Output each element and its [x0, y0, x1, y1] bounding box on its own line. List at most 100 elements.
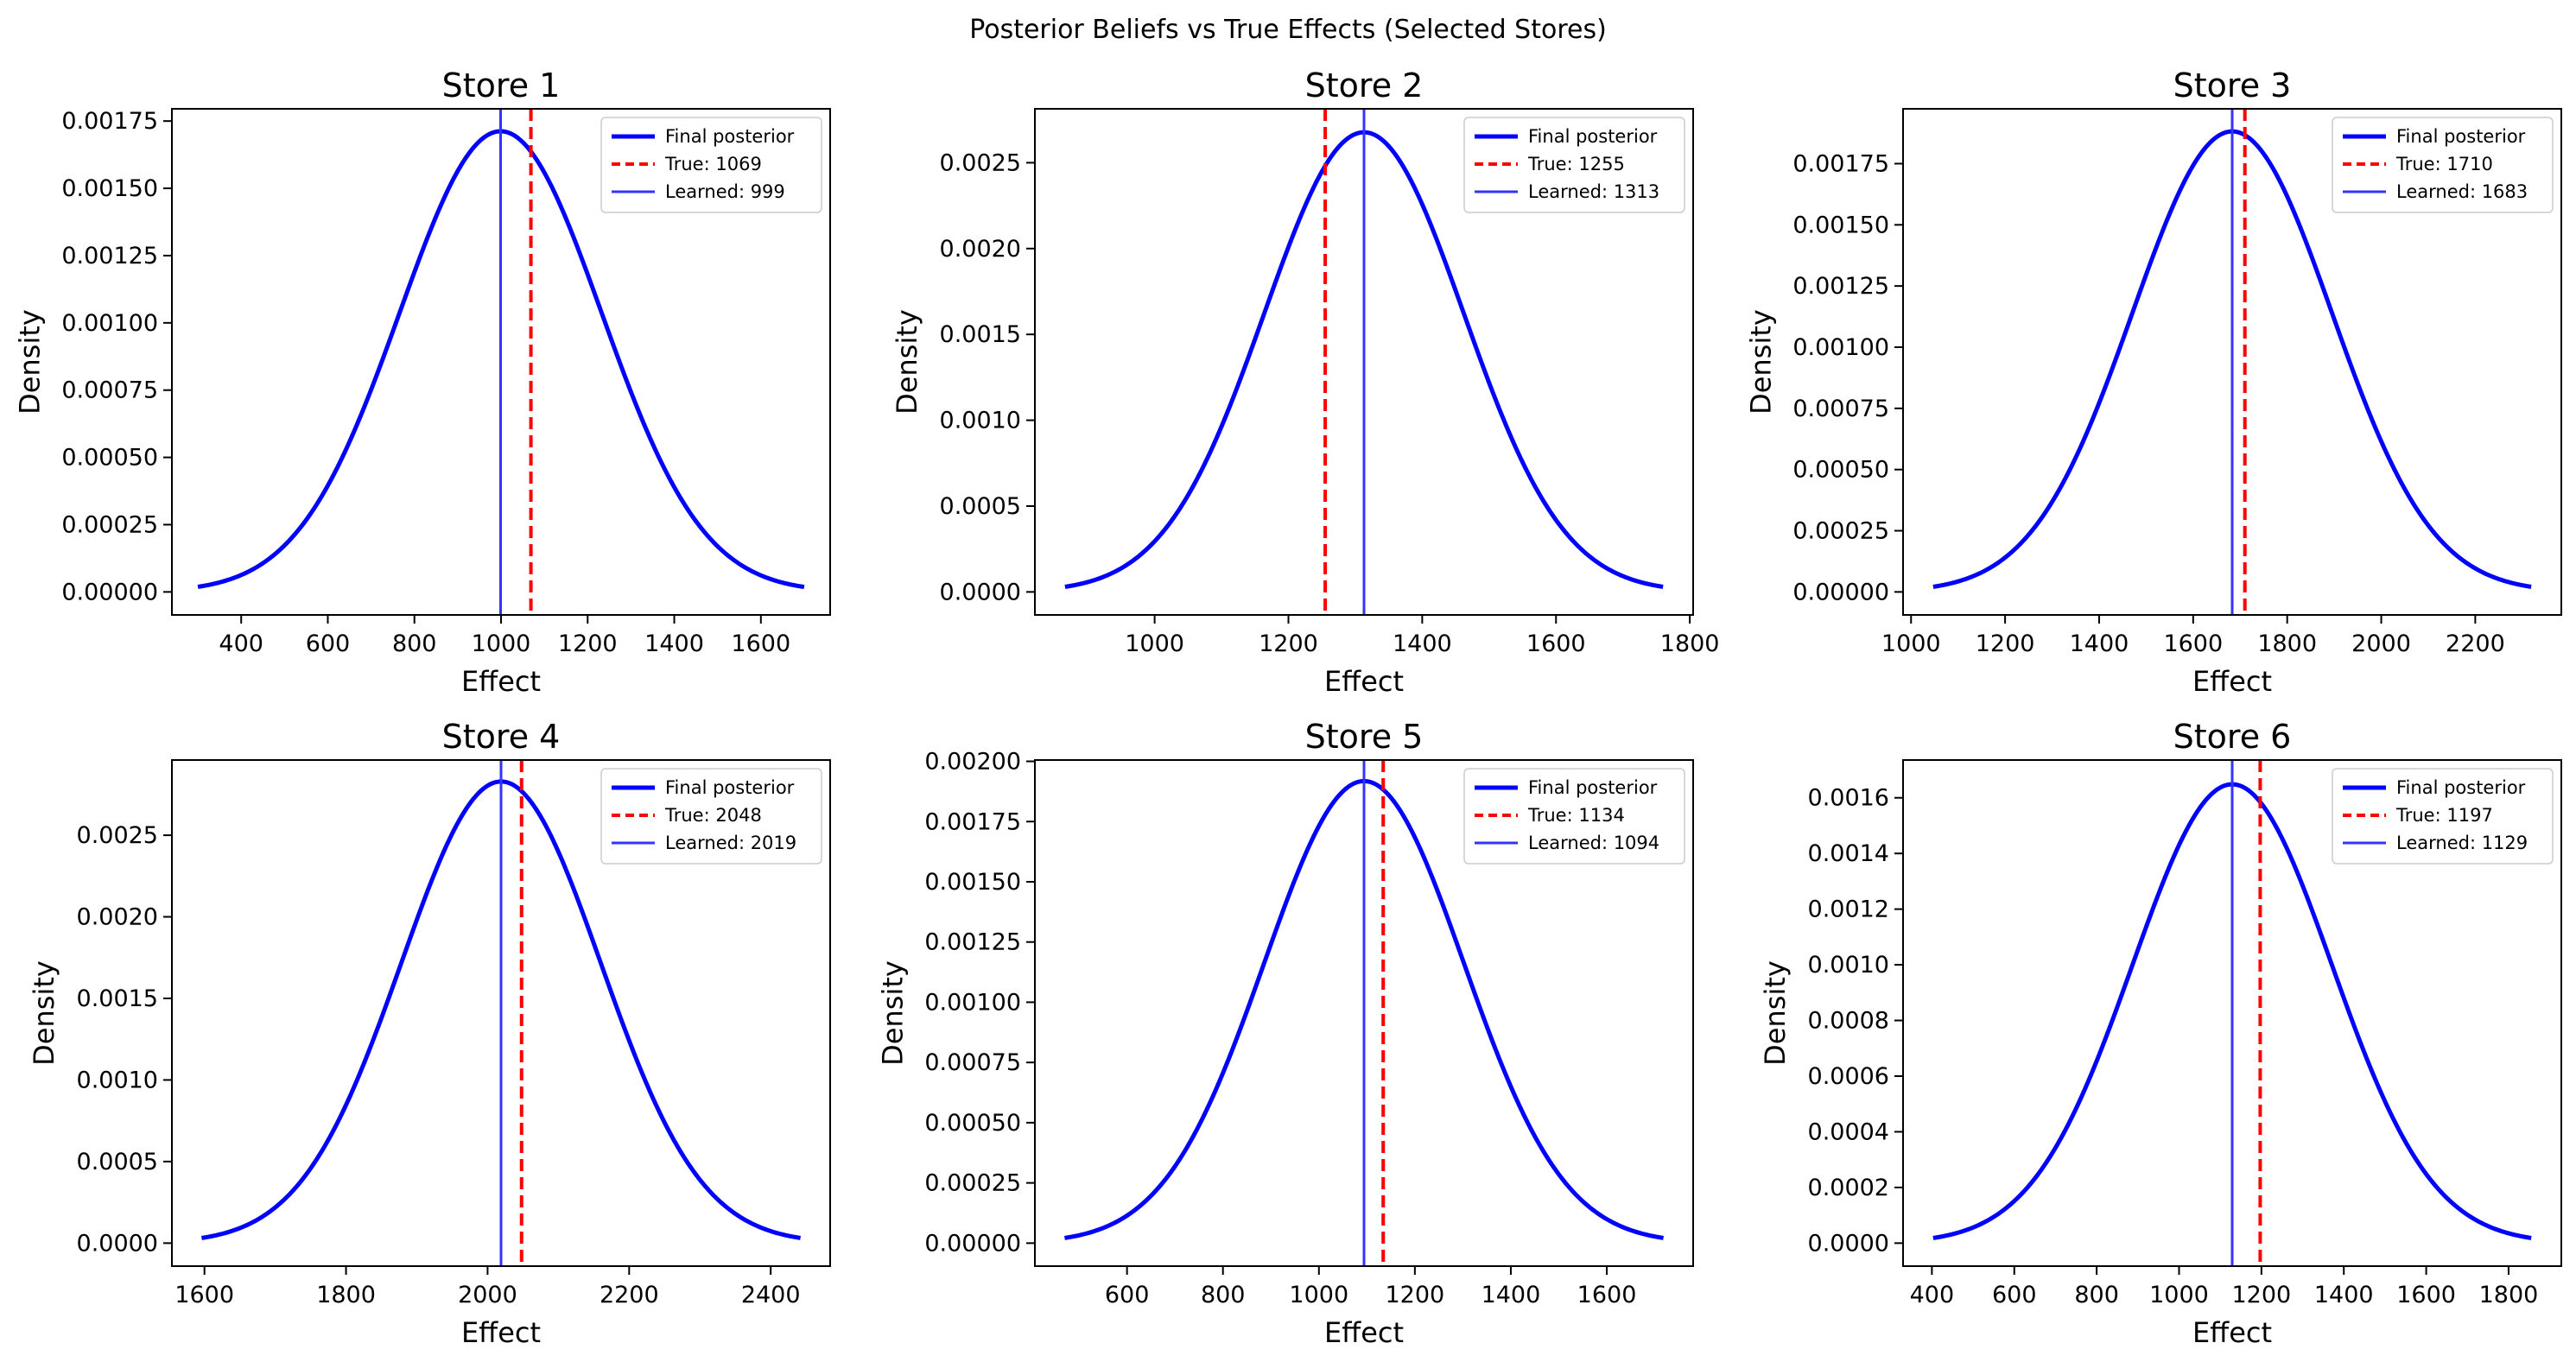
y-tick-label: 0.0020 — [940, 236, 1021, 263]
axes-frame — [1034, 108, 1694, 616]
legend-label: Final posterior — [2396, 777, 2526, 798]
y-tick-label: 0.0010 — [1808, 952, 1889, 979]
legend: Final posterior True: 1069 Learned: 999 — [600, 117, 822, 213]
plot-area — [197, 109, 805, 615]
x-tick-label: 800 — [1201, 1282, 1246, 1308]
subplot-title: Store 5 — [1305, 718, 1424, 756]
y-tick-label: 0.0014 — [1808, 840, 1889, 867]
y-tick-label: 0.00025 — [61, 511, 158, 538]
y-tick-label: 0.0020 — [77, 904, 158, 931]
x-tick-label: 1800 — [1660, 630, 1720, 657]
y-tick-label: 0.0000 — [940, 579, 1021, 605]
subplot-title: Store 4 — [442, 718, 561, 756]
y-tick-label: 0.0005 — [940, 493, 1021, 520]
legend: Final posterior True: 1134 Learned: 1094 — [1463, 768, 1685, 865]
y-axis-label: Density — [877, 960, 910, 1066]
subplot-title: Store 3 — [2173, 67, 2292, 105]
y-tick-label: 0.0016 — [1808, 785, 1889, 812]
legend: Final posterior True: 1710 Learned: 1683 — [2332, 117, 2554, 213]
legend-label: True: 1255 — [1527, 154, 1625, 174]
legend-label: Learned: 1683 — [2396, 181, 2528, 202]
x-tick-label: 1800 — [316, 1282, 376, 1308]
y-tick-label: 0.00150 — [61, 175, 158, 202]
y-tick-label: 0.00150 — [924, 869, 1021, 896]
legend-label: True: 1197 — [2395, 805, 2493, 826]
x-tick-label: 2000 — [2351, 630, 2411, 657]
x-tick-label: 1000 — [1289, 1282, 1348, 1308]
legend-box — [1463, 117, 1685, 213]
legend-label: Learned: 1313 — [1528, 181, 1659, 202]
y-tick-label: 0.00125 — [61, 243, 158, 269]
x-axis-label: Effect — [2192, 1316, 2272, 1349]
x-tick-label: 1200 — [1259, 630, 1318, 657]
x-tick-label: 2000 — [458, 1282, 517, 1308]
y-tick-label: 0.0006 — [1808, 1063, 1889, 1090]
x-tick-label: 1600 — [2396, 1282, 2456, 1308]
plot-area — [201, 760, 801, 1266]
x-axis-label: Effect — [461, 665, 541, 698]
y-tick-label: 0.00150 — [1792, 212, 1889, 238]
x-tick-label: 600 — [1105, 1282, 1150, 1308]
y-tick-label: 0.00075 — [924, 1049, 1021, 1076]
x-axis-label: Effect — [2192, 665, 2272, 698]
y-tick-label: 0.0015 — [940, 321, 1021, 348]
x-tick-label: 1200 — [1386, 1282, 1445, 1308]
figure-suptitle: Posterior Beliefs vs True Effects (Selec… — [969, 15, 1607, 45]
x-tick-label: 1400 — [1393, 630, 1452, 657]
y-tick-label: 0.0000 — [77, 1230, 158, 1257]
subplot-store-4: Store 4 1600 1800 2000 2200 2400 0.0000 0.0005 0… — [28, 718, 831, 1349]
legend-label: Learned: 1094 — [1528, 833, 1659, 853]
x-tick-label: 1400 — [2070, 630, 2129, 657]
legend-label: Final posterior — [665, 126, 795, 147]
legend-label: Learned: 2019 — [665, 833, 796, 853]
x-tick-label: 1200 — [1976, 630, 2035, 657]
y-axis-label: Density — [891, 309, 923, 415]
legend-label: Final posterior — [2396, 126, 2526, 147]
y-tick-label: 0.00000 — [61, 579, 158, 605]
x-tick-label: 800 — [2074, 1282, 2119, 1308]
legend: Final posterior True: 1197 Learned: 1129 — [2332, 768, 2554, 865]
x-tick-label: 1000 — [1125, 630, 1184, 657]
x-tick-label: 2200 — [600, 1282, 659, 1308]
y-tick-label: 0.00025 — [924, 1170, 1021, 1197]
y-tick-label: 0.00100 — [924, 989, 1021, 1016]
x-tick-label: 1000 — [2149, 1282, 2209, 1308]
x-tick-label: 1000 — [1881, 630, 1941, 657]
x-axis-label: Effect — [1324, 1316, 1404, 1349]
x-axis-label: Effect — [1324, 665, 1404, 698]
y-tick-label: 0.00050 — [61, 445, 158, 472]
legend-label: Final posterior — [665, 777, 795, 798]
y-tick-label: 0.0008 — [1808, 1008, 1889, 1035]
x-tick-label: 2400 — [741, 1282, 801, 1308]
legend-box — [2332, 117, 2554, 213]
subplot-store-6: Store 6 400 600 800 1000 1200 1400 1600 1800 0.00… — [1759, 718, 2562, 1349]
y-tick-label: 0.0012 — [1808, 896, 1889, 923]
axes-frame — [1034, 759, 1694, 1267]
y-tick-label: 0.0010 — [940, 408, 1021, 434]
subplot-title: Store 2 — [1305, 67, 1424, 105]
legend: Final posterior True: 2048 Learned: 2019 — [600, 768, 822, 865]
x-tick-label: 1800 — [2479, 1282, 2539, 1308]
legend-box — [600, 117, 822, 213]
y-axis-label: Density — [28, 960, 60, 1066]
x-tick-label: 400 — [1910, 1282, 1955, 1308]
legend-label: Final posterior — [1528, 777, 1658, 798]
y-tick-label: 0.0004 — [1808, 1118, 1889, 1145]
legend: Final posterior True: 1255 Learned: 1313 — [1463, 117, 1685, 213]
x-tick-label: 800 — [392, 630, 437, 657]
plot-area — [1064, 109, 1664, 615]
x-tick-label: 1000 — [472, 630, 531, 657]
plot-area — [1064, 760, 1664, 1266]
legend-box — [1463, 768, 1685, 865]
x-tick-label: 600 — [306, 630, 351, 657]
y-tick-label: 0.0005 — [77, 1149, 158, 1175]
subplot-store-5: Store 5 600 800 1000 1200 1400 1600 0.00000 0.00… — [877, 718, 1694, 1349]
axes-frame — [1902, 108, 2562, 616]
y-tick-label: 0.0025 — [77, 822, 158, 849]
subplot-store-2: Store 2 1000 1200 1400 1600 1800 0.0000 0.0005 0… — [891, 67, 1719, 698]
y-tick-label: 0.00000 — [1792, 579, 1889, 605]
y-axis-label: Density — [14, 309, 47, 415]
y-tick-label: 0.00050 — [924, 1110, 1021, 1137]
